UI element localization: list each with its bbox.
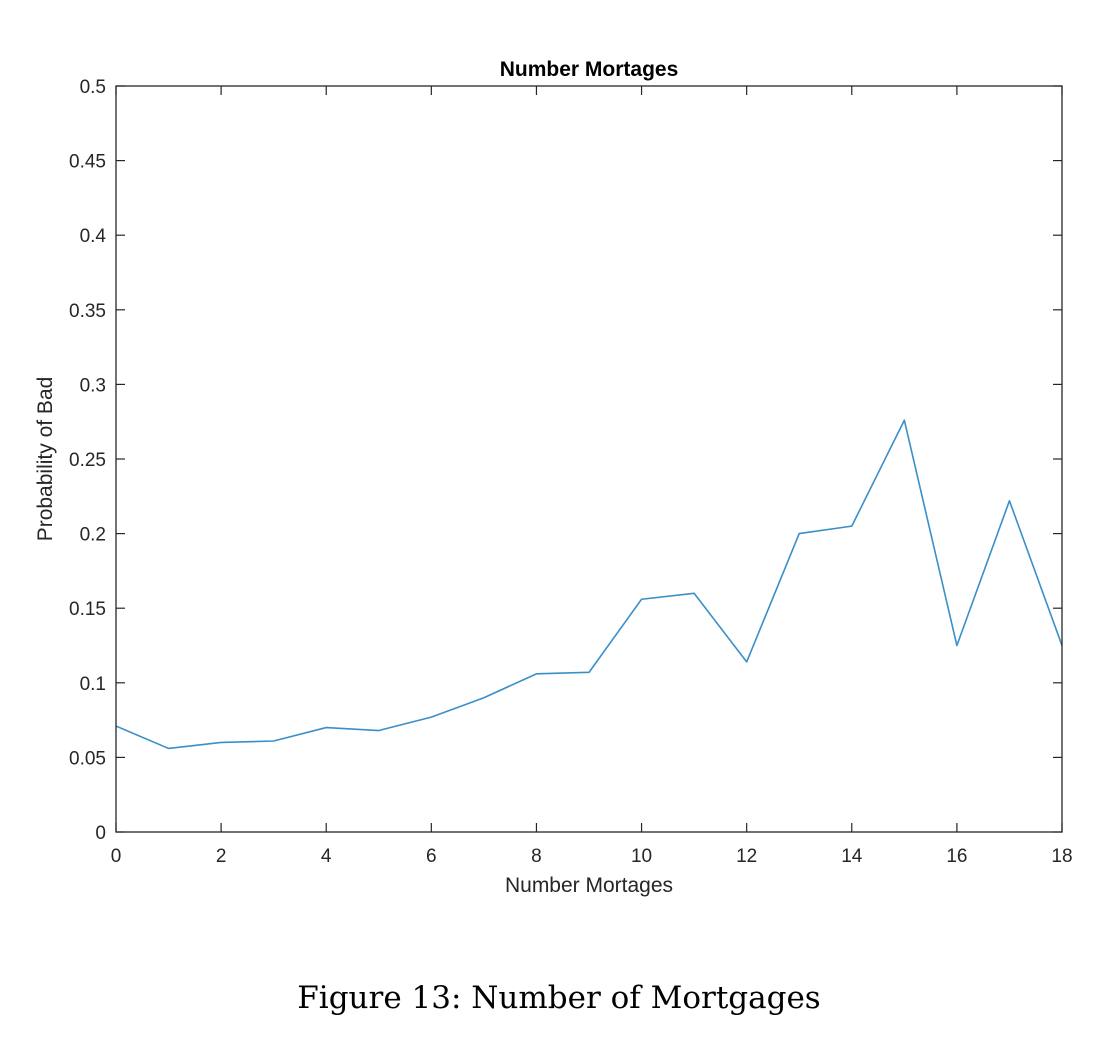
x-tick-label: 4 bbox=[321, 846, 332, 867]
chart-title: Number Mortages bbox=[500, 58, 679, 81]
series-line bbox=[115, 419, 1063, 750]
axis-ticks bbox=[115, 85, 1063, 833]
x-tick-label: 2 bbox=[216, 846, 227, 867]
x-tick-label: 12 bbox=[736, 846, 757, 867]
y-tick-label: 0.15 bbox=[69, 599, 106, 620]
y-tick-label: 0.05 bbox=[69, 748, 106, 769]
y-tick-label: 0.35 bbox=[69, 301, 106, 322]
x-tick-label: 8 bbox=[531, 846, 542, 867]
plot-frame bbox=[115, 85, 1063, 833]
x-tick-label: 6 bbox=[426, 846, 437, 867]
x-tick-label: 0 bbox=[111, 846, 122, 867]
tick-labels: 0 2 4 6 8 10 12 14 16 18 0 0.05 0.1 0.15 0.2 0.25 0.3 0.3… bbox=[69, 77, 1073, 867]
figure-caption: Figure 13: Number of Mortgages bbox=[297, 980, 821, 1016]
y-tick-label: 0.2 bbox=[80, 525, 106, 546]
y-tick-label: 0.45 bbox=[69, 152, 106, 173]
y-axis-label: Probability of Bad bbox=[34, 377, 57, 542]
x-tick-label: 18 bbox=[1051, 846, 1072, 867]
y-tick-label: 0 bbox=[95, 823, 106, 844]
plot-area bbox=[116, 86, 1062, 832]
y-tick-label: 0.3 bbox=[80, 375, 106, 396]
x-tick-label: 10 bbox=[631, 846, 652, 867]
y-tick-label: 0.1 bbox=[80, 674, 106, 695]
y-tick-label: 0.4 bbox=[80, 226, 107, 247]
y-tick-label: 0.25 bbox=[69, 450, 106, 471]
x-axis-label: Number Mortages bbox=[505, 874, 673, 897]
y-tick-label: 0.5 bbox=[80, 77, 106, 98]
x-tick-label: 16 bbox=[946, 846, 967, 867]
x-tick-label: 14 bbox=[841, 846, 863, 867]
